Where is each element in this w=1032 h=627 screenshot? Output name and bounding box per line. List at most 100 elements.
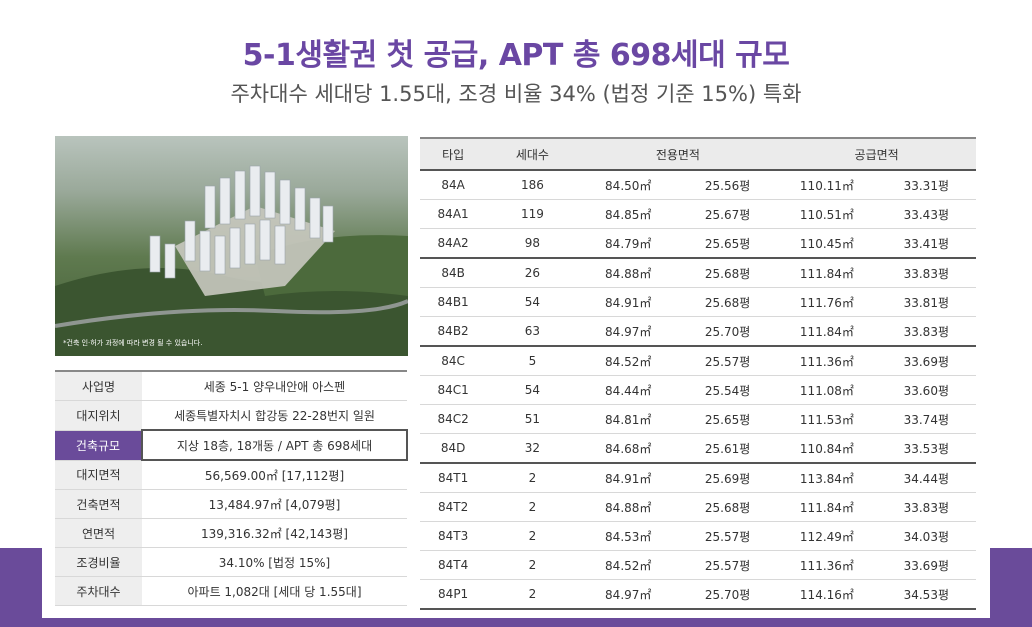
table-cell: 111.84㎡ <box>777 492 877 522</box>
table-cell: 25.54평 <box>677 375 778 405</box>
info-label: 사업명 <box>55 370 142 401</box>
table-cell: 84B2 <box>420 316 487 347</box>
table-row: 84P1 2 84.97㎡ 25.70평 114.16㎡ 34.53평 <box>420 579 976 610</box>
table-cell: 25.69평 <box>677 463 778 493</box>
table-cell: 84T2 <box>420 492 487 522</box>
table-cell: 33.43평 <box>876 199 976 229</box>
table-cell: 84.85㎡ <box>578 199 678 229</box>
table-row: 84B2 63 84.97㎡ 25.70평 111.84㎡ 33.83평 <box>420 316 976 347</box>
decor-band-right <box>990 548 1032 627</box>
page-title: 5-1생활권 첫 공급, APT 총 698세대 규모 <box>242 38 790 73</box>
info-value: 13,484.97㎡ [4,079평] <box>142 489 407 519</box>
table-cell: 25.68평 <box>677 258 778 288</box>
table-cell: 84P1 <box>420 579 487 610</box>
info-value: 56,569.00㎡ [17,112평] <box>142 460 407 490</box>
table-cell: 25.57평 <box>677 346 778 376</box>
table-cell: 54 <box>486 375 579 405</box>
table-row: 84A2 98 84.79㎡ 25.65평 110.45㎡ 33.41평 <box>420 228 976 259</box>
info-row: 연면적 139,316.32㎡ [42,143평] <box>55 518 407 548</box>
table-cell: 33.83평 <box>876 492 976 522</box>
table-cell: 63 <box>486 316 579 347</box>
table-cell: 51 <box>486 404 579 434</box>
table-cell: 34.53평 <box>876 579 976 610</box>
table-cell: 25.70평 <box>677 579 778 610</box>
table-cell: 25.70평 <box>677 316 778 347</box>
table-cell: 111.84㎡ <box>777 258 877 288</box>
table-row: 84T3 2 84.53㎡ 25.57평 112.49㎡ 34.03평 <box>420 521 976 551</box>
table-cell: 34.44평 <box>876 463 976 493</box>
table-cell: 26 <box>486 258 579 288</box>
table-row: 84C2 51 84.81㎡ 25.65평 111.53㎡ 33.74평 <box>420 404 976 434</box>
info-row: 건축면적 13,484.97㎡ [4,079평] <box>55 489 407 519</box>
aerial-illustration <box>55 165 408 356</box>
info-value: 아파트 1,082대 [세대 당 1.55대] <box>142 576 407 606</box>
table-cell: 33.81평 <box>876 287 976 317</box>
table-cell: 25.65평 <box>677 404 778 434</box>
info-row: 대지위치 세종특별자치시 합강동 22-28번지 일원 <box>55 400 407 431</box>
header-units: 세대수 <box>486 137 579 171</box>
info-row: 주차대수 아파트 1,082대 [세대 당 1.55대] <box>55 576 407 606</box>
info-label: 건축규모 <box>55 430 142 461</box>
info-value: 지상 18층, 18개동 / APT 총 698세대 <box>141 429 408 461</box>
table-cell: 110.45㎡ <box>777 228 877 259</box>
table-cell: 84.91㎡ <box>578 463 678 493</box>
table-cell: 84.91㎡ <box>578 287 678 317</box>
table-cell: 84.68㎡ <box>578 433 678 464</box>
info-label: 건축면적 <box>55 489 142 519</box>
page-subtitle: 주차대수 세대당 1.55대, 조경 비율 34% (법정 기준 15%) 특화 <box>230 82 802 106</box>
table-cell: 33.74평 <box>876 404 976 434</box>
info-value: 139,316.32㎡ [42,143평] <box>142 518 407 548</box>
table-cell: 84.97㎡ <box>578 316 678 347</box>
table-cell: 25.65평 <box>677 228 778 259</box>
table-cell: 34.03평 <box>876 521 976 551</box>
table-cell: 111.76㎡ <box>777 287 877 317</box>
table-cell: 25.67평 <box>677 199 778 229</box>
info-label: 조경비율 <box>55 547 142 577</box>
table-cell: 84A <box>420 170 487 200</box>
table-cell: 54 <box>486 287 579 317</box>
info-value: 세종 5-1 양우내안애 아스펜 <box>142 370 407 401</box>
table-cell: 84.97㎡ <box>578 579 678 610</box>
table-cell: 111.84㎡ <box>777 316 877 347</box>
table-cell: 110.51㎡ <box>777 199 877 229</box>
info-label: 연면적 <box>55 518 142 548</box>
table-cell: 111.53㎡ <box>777 404 877 434</box>
table-cell: 84.52㎡ <box>578 550 678 580</box>
table-row: 84T1 2 84.91㎡ 25.69평 113.84㎡ 34.44평 <box>420 463 976 493</box>
table-cell: 110.84㎡ <box>777 433 877 464</box>
table-cell: 33.69평 <box>876 346 976 376</box>
info-label: 대지면적 <box>55 460 142 490</box>
table-cell: 113.84㎡ <box>777 463 877 493</box>
table-cell: 84C2 <box>420 404 487 434</box>
table-cell: 84A1 <box>420 199 487 229</box>
table-cell: 32 <box>486 433 579 464</box>
table-cell: 33.41평 <box>876 228 976 259</box>
table-cell: 2 <box>486 579 579 610</box>
table-cell: 2 <box>486 463 579 493</box>
table-cell: 114.16㎡ <box>777 579 877 610</box>
unit-type-rows: 84A 186 84.50㎡ 25.56평 110.11㎡ 33.31평 84A1 119 84… <box>420 170 976 610</box>
table-cell: 112.49㎡ <box>777 521 877 551</box>
table-cell: 33.69평 <box>876 550 976 580</box>
info-value: 34.10% [법정 15%] <box>142 547 407 577</box>
table-cell: 84C <box>420 346 487 376</box>
table-row: 84A 186 84.50㎡ 25.56평 110.11㎡ 33.31평 <box>420 170 976 200</box>
complex-aerial-image: *건축 인·허가 과정에 따라 변경 될 수 있습니다. <box>55 136 408 356</box>
table-cell: 98 <box>486 228 579 259</box>
table-cell: 33.83평 <box>876 258 976 288</box>
table-header-row: 타입 세대수 전용면적 공급면적 <box>420 137 976 171</box>
table-cell: 84.44㎡ <box>578 375 678 405</box>
project-info-table: 사업명 세종 5-1 양우내안애 아스펜 대지위치 세종특별자치시 합강동 22-2… <box>55 370 408 606</box>
table-cell: 84.79㎡ <box>578 228 678 259</box>
table-cell: 84.88㎡ <box>578 258 678 288</box>
table-row: 84D 32 84.68㎡ 25.61평 110.84㎡ 33.53평 <box>420 433 976 464</box>
table-cell: 33.53평 <box>876 433 976 464</box>
unit-type-table: 타입 세대수 전용면적 공급면적 84A 186 84.50㎡ 25.56평 110.1… <box>420 137 976 610</box>
image-disclaimer: *건축 인·허가 과정에 따라 변경 될 수 있습니다. <box>63 339 203 347</box>
decor-band-left <box>0 548 42 627</box>
table-cell: 2 <box>486 492 579 522</box>
info-row: 사업명 세종 5-1 양우내안애 아스펜 <box>55 370 407 401</box>
table-cell: 33.83평 <box>876 316 976 347</box>
table-cell: 84.53㎡ <box>578 521 678 551</box>
table-cell: 84.52㎡ <box>578 346 678 376</box>
